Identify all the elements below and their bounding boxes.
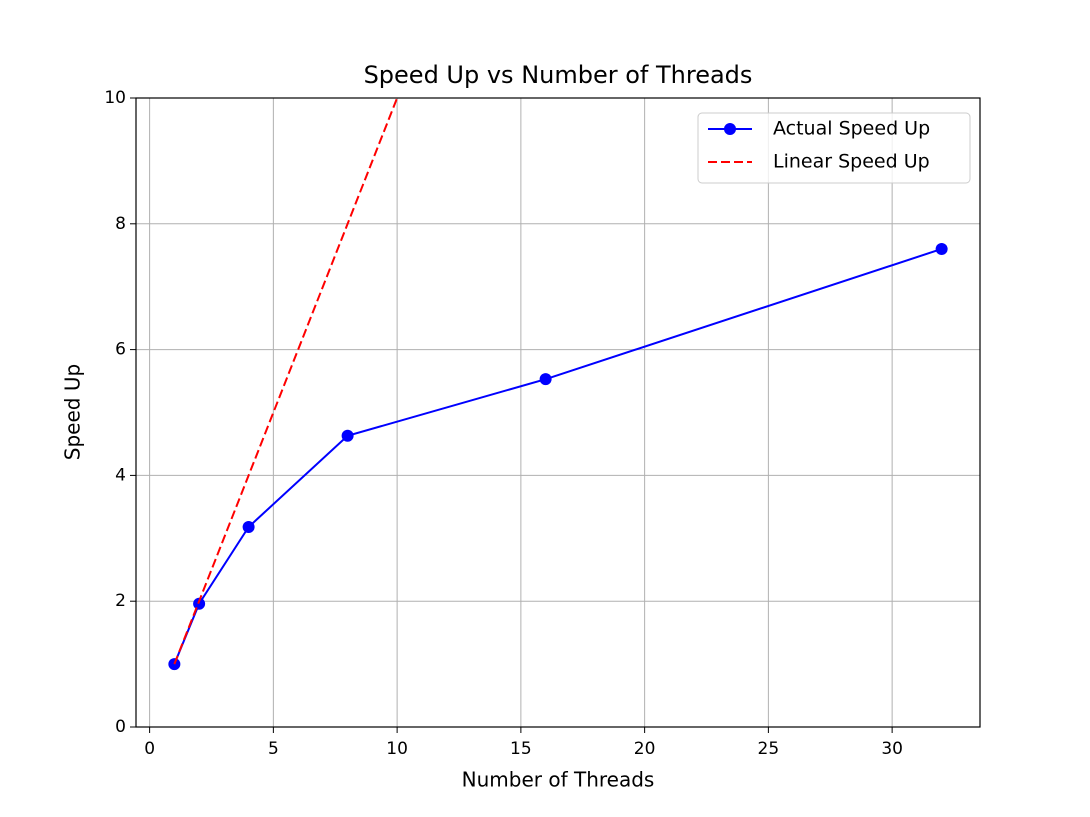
y-tick-label: 10 xyxy=(104,88,126,108)
y-axis-label: Speed Up xyxy=(61,364,85,460)
y-tick-label: 6 xyxy=(115,340,126,360)
x-tick-label: 5 xyxy=(268,739,279,759)
data-point xyxy=(341,429,354,442)
axes-frame xyxy=(135,97,981,728)
data-point xyxy=(242,520,255,533)
legend-label: Linear Speed Up xyxy=(773,151,930,173)
legend-marker xyxy=(724,123,736,135)
x-tick-label: 0 xyxy=(144,739,155,759)
data-point xyxy=(935,242,948,255)
data-point xyxy=(539,373,552,386)
series-line xyxy=(173,98,399,665)
ticks: 0 5 10 15 20 25 30 0 2 4 6 8 10 xyxy=(104,88,903,759)
y-tick-label: 2 xyxy=(115,591,126,611)
x-tick-label: 15 xyxy=(510,739,532,759)
y-tick-label: 8 xyxy=(115,214,126,234)
x-tick-label: 30 xyxy=(881,739,903,759)
legend-box xyxy=(697,112,971,184)
x-tick-label: 20 xyxy=(634,739,656,759)
y-tick-label: 4 xyxy=(115,465,126,485)
x-tick-label: 10 xyxy=(386,739,408,759)
legend: Actual Speed Up Linear Speed Up xyxy=(697,112,971,184)
x-tick-label: 25 xyxy=(758,739,780,759)
series-line xyxy=(173,248,942,665)
grid xyxy=(136,97,980,728)
y-tick-label: 0 xyxy=(115,717,126,737)
plot-area xyxy=(168,98,948,671)
chart-title: Speed Up vs Number of Threads xyxy=(364,61,753,89)
x-axis-label: Number of Threads xyxy=(462,768,655,792)
legend-label: Actual Speed Up xyxy=(773,118,930,140)
